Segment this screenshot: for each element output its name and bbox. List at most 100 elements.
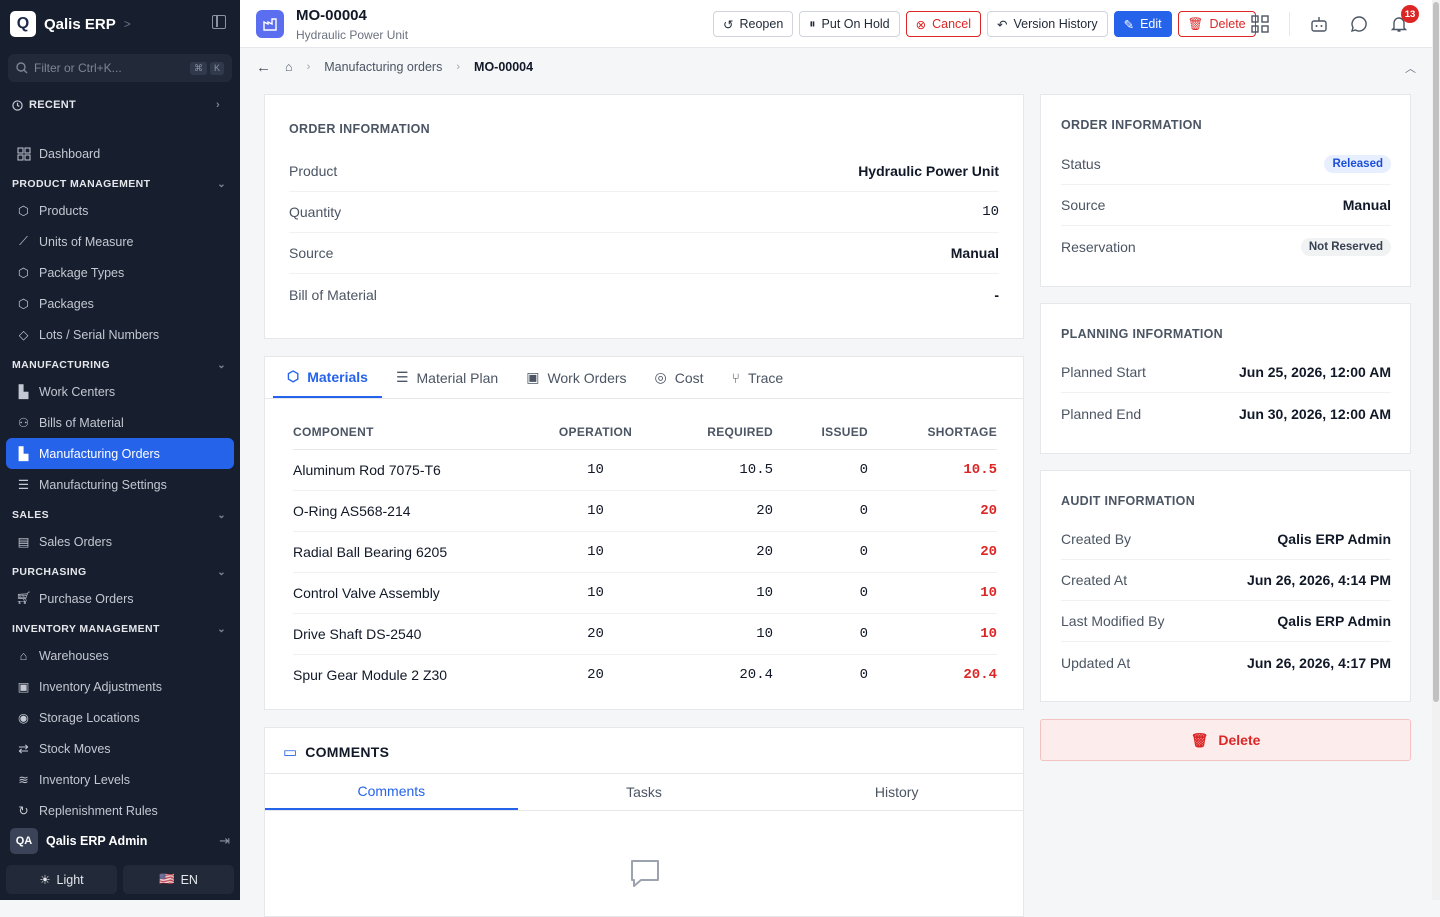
info-row-planned-end: Planned End Jun 30, 2026, 12:00 AM bbox=[1061, 393, 1391, 434]
document-icon: ▤ bbox=[17, 535, 30, 549]
app-logo: Q bbox=[10, 11, 36, 37]
sidebar-item-manufacturing-orders[interactable]: ▙ Manufacturing Orders bbox=[6, 438, 234, 469]
table-row[interactable]: Radial Ball Bearing 6205 10 20 0 20 bbox=[293, 531, 997, 573]
breadcrumb-parent[interactable]: Manufacturing orders bbox=[324, 60, 443, 74]
chevron-down-icon: ⌄ bbox=[217, 623, 226, 635]
info-label: Created At bbox=[1061, 572, 1128, 588]
sidebar-item-manufacturing-settings[interactable]: ☰ Manufacturing Settings bbox=[6, 469, 234, 500]
cancel-button[interactable]: ⊗ Cancel bbox=[905, 11, 982, 37]
info-value: - bbox=[994, 286, 999, 303]
sidebar-item-units-of-measure[interactable]: ⟋ Units of Measure bbox=[6, 226, 234, 257]
table-row[interactable]: Drive Shaft DS-2540 20 10 0 10 bbox=[293, 613, 997, 655]
trash-icon: 🗑︎ bbox=[1190, 731, 1209, 748]
chevron-down-icon: ⌄ bbox=[217, 509, 226, 521]
reopen-button[interactable]: ↺ Reopen bbox=[713, 11, 794, 37]
chevron-right-icon: › bbox=[456, 61, 461, 73]
card-title: AUDIT INFORMATION bbox=[1061, 494, 1196, 508]
tab-trace[interactable]: ⑂ Trace bbox=[718, 357, 798, 398]
table-row[interactable]: Control Valve Assembly 10 10 0 10 bbox=[293, 572, 997, 614]
section-sales[interactable]: SALES ⌄ bbox=[6, 504, 234, 526]
tab-history[interactable]: History bbox=[874, 784, 919, 800]
table-row[interactable]: O-Ring AS568-214 10 20 0 20 bbox=[293, 490, 997, 532]
apps-grid-icon[interactable] bbox=[1249, 13, 1271, 35]
table-row[interactable]: Aluminum Rod 7075-T6 10 10.5 0 10.5 bbox=[293, 449, 997, 491]
table-row[interactable]: Spur Gear Module 2 Z30 20 20.4 0 20.4 bbox=[293, 654, 997, 695]
home-icon[interactable]: ⌂ bbox=[285, 60, 293, 74]
scrollbar-thumb[interactable] bbox=[1433, 2, 1439, 702]
chevron-up-icon[interactable]: ︿ bbox=[1405, 63, 1416, 75]
info-row-updated-at: Updated At Jun 26, 2026, 4:17 PM bbox=[1061, 642, 1391, 683]
sidebar-item-lots[interactable]: ◇ Lots / Serial Numbers bbox=[6, 319, 234, 350]
sidebar-filter-input[interactable]: Filter or Ctrl+K... ⌘ K bbox=[8, 54, 232, 82]
info-label: Last Modified By bbox=[1061, 613, 1165, 629]
tab-cost[interactable]: ◎ Cost bbox=[641, 357, 718, 398]
section-purchasing[interactable]: PURCHASING ⌄ bbox=[6, 561, 234, 583]
card-title: PLANNING INFORMATION bbox=[1061, 327, 1224, 341]
tab-label: Material Plan bbox=[416, 369, 499, 386]
bot-icon[interactable] bbox=[1308, 13, 1330, 35]
section-title: MANUFACTURING bbox=[12, 359, 110, 371]
sidebar-item-inventory-levels[interactable]: ≋ Inventory Levels bbox=[6, 764, 234, 795]
col-operation: OPERATION bbox=[523, 415, 668, 450]
sidebar-item-label: Package Types bbox=[39, 265, 125, 280]
info-value: Hydraulic Power Unit bbox=[858, 163, 999, 179]
sun-icon: ☀ bbox=[39, 873, 51, 887]
delete-button[interactable]: 🗑︎ Delete bbox=[1177, 11, 1256, 37]
sidebar-item-work-centers[interactable]: ▙ Work Centers bbox=[6, 376, 234, 407]
tab-materials[interactable]: ⬡ Materials bbox=[273, 357, 382, 398]
sidebar-item-stock-moves[interactable]: ⇄ Stock Moves bbox=[6, 733, 234, 764]
sidebar-item-inventory-adjustments[interactable]: ▣ Inventory Adjustments bbox=[6, 671, 234, 702]
tab-tasks[interactable]: Tasks bbox=[626, 784, 662, 800]
sidebar-item-bills-of-material[interactable]: ⚇ Bills of Material bbox=[6, 407, 234, 438]
info-row-quantity: Quantity 10 bbox=[289, 192, 999, 233]
factory-icon: ▙ bbox=[18, 447, 29, 461]
tab-comments[interactable]: Comments bbox=[265, 774, 518, 810]
sidebar-item-package-types[interactable]: ⬡ Package Types bbox=[6, 257, 234, 288]
refresh-icon: ↻ bbox=[18, 804, 29, 818]
ruler-icon: ⟋ bbox=[19, 234, 28, 248]
user-profile[interactable]: QA Qalis ERP Admin ⇥ bbox=[10, 828, 230, 854]
chevron-down-icon: ⌄ bbox=[217, 178, 226, 190]
recent-toggle[interactable]: RECENT › bbox=[12, 99, 220, 111]
sidebar-item-packages[interactable]: ⬡ Packages bbox=[6, 288, 234, 319]
sidebar-item-storage-locations[interactable]: ◉ Storage Locations bbox=[6, 702, 234, 733]
history-label: Version History bbox=[1013, 17, 1098, 31]
language-button[interactable]: 🇺🇸 EN bbox=[123, 865, 234, 894]
sidebar-item-dashboard[interactable]: Dashboard bbox=[6, 138, 234, 169]
sidebar-item-label: Packages bbox=[39, 296, 94, 311]
theme-toggle-button[interactable]: ☀ Light bbox=[6, 865, 117, 894]
col-shortage: SHORTAGE bbox=[868, 415, 997, 450]
scrollbar[interactable] bbox=[1432, 0, 1440, 900]
sidebar-item-products[interactable]: ⬡ Products bbox=[6, 195, 234, 226]
info-value: Jun 26, 2026, 4:17 PM bbox=[1247, 654, 1391, 671]
pause-icon: ⏸︎ bbox=[809, 16, 816, 31]
info-value: Qalis ERP Admin bbox=[1277, 531, 1391, 547]
back-arrow-icon[interactable]: ← bbox=[256, 58, 271, 76]
bell-icon[interactable]: 13 bbox=[1388, 5, 1419, 35]
cell-operation: 10 bbox=[523, 572, 668, 614]
version-history-button[interactable]: ↶ Version History bbox=[987, 11, 1108, 37]
cell-operation: 10 bbox=[523, 490, 668, 532]
put-on-hold-button[interactable]: ⏸︎ Put On Hold bbox=[799, 11, 900, 37]
divider bbox=[1289, 12, 1290, 36]
cell-component: Radial Ball Bearing 6205 bbox=[293, 531, 523, 573]
chat-icon[interactable] bbox=[1348, 13, 1370, 35]
brand[interactable]: Q Qalis ERP > bbox=[10, 10, 131, 38]
sidebar-item-replenishment-rules[interactable]: ↻ Replenishment Rules bbox=[6, 795, 234, 819]
sidebar-item-sales-orders[interactable]: ▤ Sales Orders bbox=[6, 526, 234, 557]
tab-material-plan[interactable]: ☰ Material Plan bbox=[382, 357, 512, 398]
section-product-management[interactable]: PRODUCT MANAGEMENT ⌄ bbox=[6, 173, 234, 195]
delete-order-button[interactable]: 🗑︎ Delete bbox=[1040, 719, 1411, 761]
flag-icon: 🇺🇸 bbox=[159, 872, 175, 886]
tab-work-orders[interactable]: ▣ Work Orders bbox=[512, 357, 640, 398]
arrows-icon: ⇄ bbox=[18, 742, 29, 756]
sidebar-item-purchase-orders[interactable]: 🛒︎ Purchase Orders bbox=[6, 583, 234, 614]
cell-operation: 20 bbox=[587, 666, 604, 683]
collapse-sidebar-icon[interactable] bbox=[212, 15, 226, 29]
section-inventory-management[interactable]: INVENTORY MANAGEMENT ⌄ bbox=[6, 618, 234, 640]
cell-issued: 0 bbox=[773, 449, 868, 491]
sidebar-item-warehouses[interactable]: ⌂ Warehouses bbox=[6, 640, 234, 671]
section-manufacturing[interactable]: MANUFACTURING ⌄ bbox=[6, 354, 234, 376]
edit-button[interactable]: ✎ Edit bbox=[1113, 11, 1172, 37]
logout-icon[interactable]: ⇥ bbox=[219, 833, 230, 848]
